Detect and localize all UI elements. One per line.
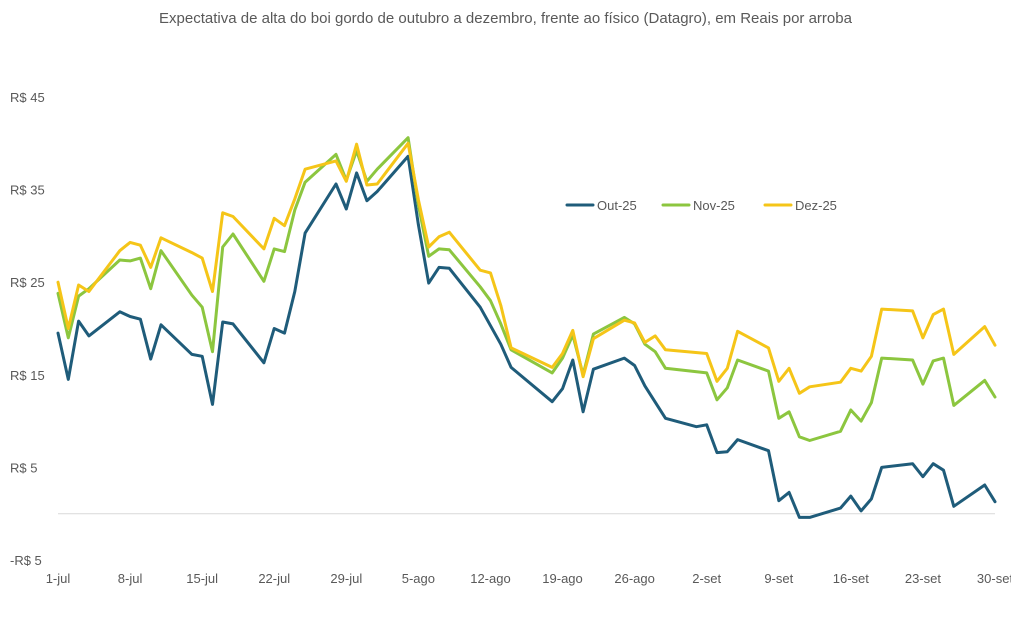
series-line-out-25: [56, 154, 997, 519]
y-tick-label: R$ 35: [10, 183, 45, 198]
series-layer: [56, 136, 997, 519]
y-tick-label: R$ 25: [10, 275, 45, 290]
x-tick-label: 9-set: [764, 571, 793, 586]
series-line-nov-25: [56, 136, 997, 442]
chart-title: Expectativa de alta do boi gordo de outu…: [159, 10, 852, 27]
x-tick-label: 23-set: [905, 571, 942, 586]
legend: Out-25 Nov-25 Dez-25: [565, 198, 837, 213]
x-tick-label: 5-ago: [402, 571, 435, 586]
y-tick-label: R$ 45: [10, 90, 45, 105]
legend-label: Nov-25: [693, 198, 735, 213]
legend-label: Dez-25: [795, 198, 837, 213]
x-tick-label: 12-ago: [470, 571, 510, 586]
x-tick-label: 8-jul: [118, 571, 143, 586]
y-tick-label: -R$ 5: [10, 553, 42, 568]
x-tick-label: 16-set: [833, 571, 870, 586]
x-tick-label: 22-jul: [258, 571, 290, 586]
x-tick-label: 30-set: [977, 571, 1011, 586]
x-tick-label: 2-set: [692, 571, 721, 586]
x-tick-label: 15-jul: [186, 571, 218, 586]
legend-label: Out-25: [597, 198, 637, 213]
series-line-dez-25: [56, 141, 997, 395]
y-axis: R$ 45 R$ 35 R$ 25 R$ 15 R$ 5 -R$ 5: [10, 90, 45, 568]
x-tick-label: 19-ago: [542, 571, 582, 586]
x-tick-label: 1-jul: [46, 571, 71, 586]
x-tick-label: 26-ago: [614, 571, 654, 586]
x-axis: 1-jul 8-jul 15-jul 22-jul 29-jul 5-ago 12-ago 1…: [46, 571, 1011, 586]
y-tick-label: R$ 5: [10, 460, 37, 475]
x-tick-label: 29-jul: [330, 571, 362, 586]
y-tick-label: R$ 15: [10, 368, 45, 383]
